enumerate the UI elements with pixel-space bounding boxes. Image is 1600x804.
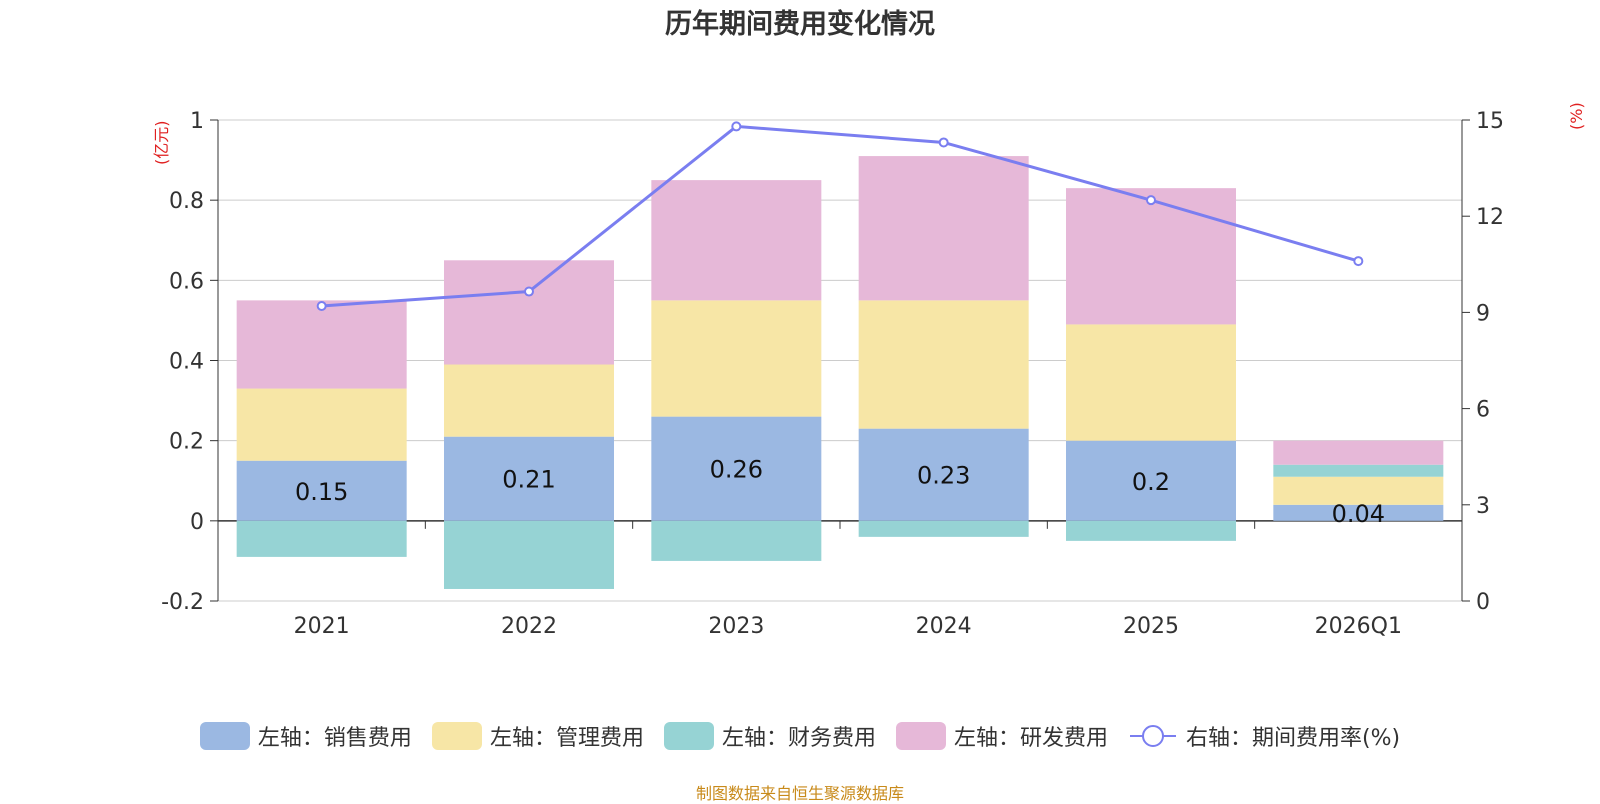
left-tick-label: 0.4 xyxy=(169,350,204,375)
legend-label: 左轴：销售费用 xyxy=(257,726,412,751)
legend-item-sales[interactable]: 左轴：销售费用 xyxy=(199,720,412,752)
bar-rnd xyxy=(444,260,614,365)
category-label: 2022 xyxy=(501,614,557,639)
category-label: 2021 xyxy=(294,614,350,639)
data-label: 0.21 xyxy=(502,466,555,494)
bar-admin xyxy=(651,300,822,417)
bar-sales xyxy=(236,460,407,521)
rate-point xyxy=(524,286,534,297)
category-label: 2025 xyxy=(1123,614,1179,639)
legend-item-rnd[interactable]: 左轴：研发费用 xyxy=(895,720,1108,752)
left-tick-label: 0 xyxy=(190,510,204,535)
legend-label: 右轴：期间费用率(%) xyxy=(1185,726,1401,751)
data-label: 0.15 xyxy=(295,478,348,506)
left-tick-label: 1 xyxy=(190,109,204,134)
left-tick-label: -0.2 xyxy=(161,590,204,615)
bar-finance xyxy=(444,520,614,589)
legend-item-rate[interactable]: 右轴：期间费用率(%) xyxy=(1128,720,1400,752)
bar-rnd xyxy=(236,300,407,389)
bar-rnd xyxy=(651,180,822,301)
chart-legend: 左轴：销售费用 左轴：管理费用 左轴：财务费用 左轴：研发费用 右轴：期间费用率(%) xyxy=(0,720,1600,752)
legend-label: 左轴：研发费用 xyxy=(953,726,1108,751)
bar-sales xyxy=(651,416,822,521)
left-tick-label: 0.6 xyxy=(169,269,204,294)
bar-admin xyxy=(858,300,1029,429)
legend-item-admin[interactable]: 左轴：管理费用 xyxy=(431,720,644,752)
chart-title: 历年期间费用变化情况 xyxy=(665,9,935,40)
right-tick-label: 3 xyxy=(1476,494,1490,519)
right-tick-label: 9 xyxy=(1476,301,1490,326)
legend-swatch xyxy=(895,722,946,750)
legend-swatch xyxy=(199,722,250,750)
legend-label: 左轴：财务费用 xyxy=(721,726,876,751)
right-tick-label: 0 xyxy=(1476,590,1490,615)
right-tick-label: 12 xyxy=(1476,205,1504,230)
bar-finance xyxy=(1273,464,1444,477)
bar-admin xyxy=(236,388,407,461)
rate-point xyxy=(1146,195,1156,206)
rate-point xyxy=(1353,256,1364,267)
rate-line xyxy=(321,124,1359,308)
rate-point xyxy=(938,137,949,148)
left-tick-label: 0.8 xyxy=(169,189,204,214)
legend-line-marker-icon xyxy=(1129,725,1176,747)
bar-admin xyxy=(1273,476,1444,505)
bar-sales xyxy=(1066,440,1236,521)
right-tick-label: 6 xyxy=(1476,398,1490,423)
data-label: 0.2 xyxy=(1132,468,1170,496)
data-label: 0.23 xyxy=(917,462,970,490)
category-label: 2026Q1 xyxy=(1315,614,1402,639)
bar-sales xyxy=(1273,504,1444,521)
bar-sales xyxy=(444,436,614,521)
bar-rnd xyxy=(1273,440,1444,465)
bar-finance xyxy=(1066,520,1236,541)
bar-finance xyxy=(651,520,822,561)
data-label: 0.26 xyxy=(710,456,763,484)
rate-point xyxy=(731,121,742,132)
data-source-note: 制图数据来自恒生聚源数据库 xyxy=(695,784,904,803)
data-label: 0.04 xyxy=(1332,500,1385,528)
rate-point xyxy=(316,300,327,311)
bar-admin xyxy=(444,364,614,437)
left-tick-label: 0.2 xyxy=(169,430,204,455)
bar-finance xyxy=(236,520,407,557)
bar-rnd xyxy=(1066,188,1236,325)
legend-label: 左轴：管理费用 xyxy=(489,726,644,751)
legend-item-finance[interactable]: 左轴：财务费用 xyxy=(663,720,876,752)
category-label: 2023 xyxy=(708,614,764,639)
category-label: 2024 xyxy=(916,614,972,639)
bar-admin xyxy=(1066,324,1236,441)
bar-sales xyxy=(858,428,1029,521)
bar-finance xyxy=(858,520,1029,537)
legend-swatch xyxy=(431,722,482,750)
right-tick-label: 15 xyxy=(1476,109,1504,134)
bar-rnd xyxy=(858,156,1029,301)
legend-swatch xyxy=(663,722,714,750)
